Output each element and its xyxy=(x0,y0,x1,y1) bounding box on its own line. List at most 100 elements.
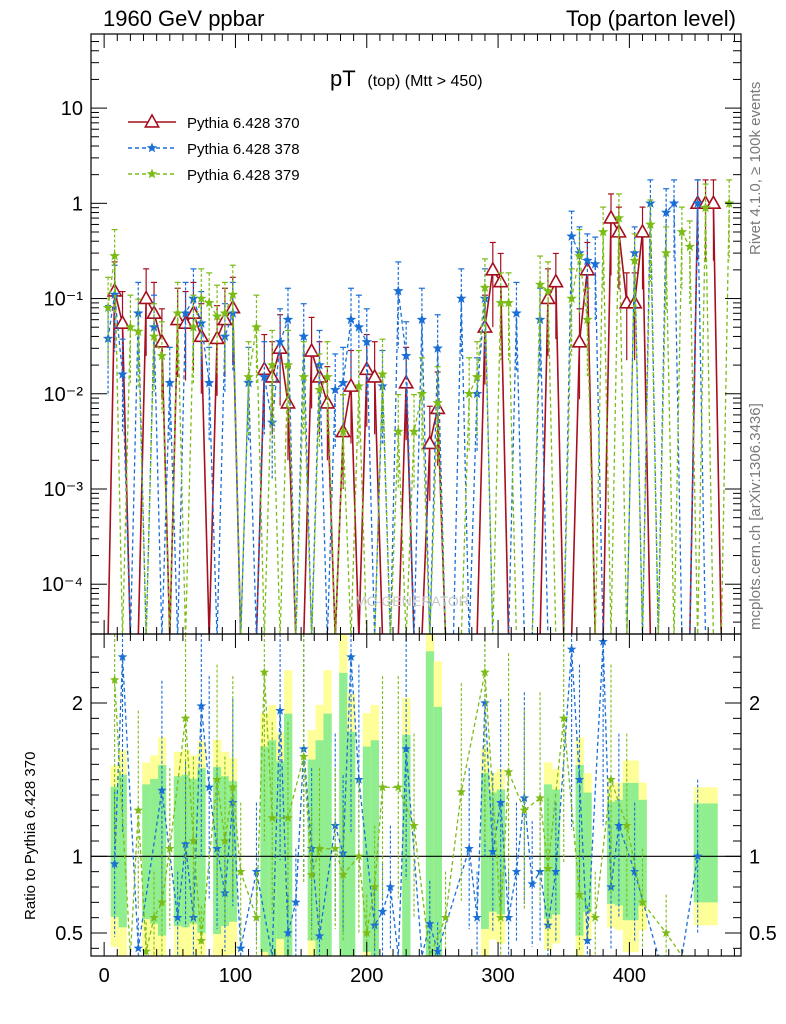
ratio-point-s378 xyxy=(511,866,522,876)
point-s379 xyxy=(464,388,475,399)
watermark: MC-GENERATOR xyxy=(355,593,469,609)
legend-label: Pythia 6.428 378 xyxy=(187,141,300,158)
point-s379 xyxy=(172,307,183,318)
ratio-point-s378 xyxy=(369,920,380,930)
point-s379 xyxy=(416,388,428,399)
ratio-band-green xyxy=(362,746,372,952)
point-s378 xyxy=(164,377,175,388)
ratio-point-s378 xyxy=(346,652,356,661)
point-s370 xyxy=(303,342,320,357)
ratio-point-s378 xyxy=(574,774,585,784)
ratio-point-s379 xyxy=(495,912,506,922)
ratio-tick-label: 0.5 xyxy=(55,923,83,945)
point-s379 xyxy=(676,226,688,237)
ratio-tick-label: 2 xyxy=(72,693,83,715)
point-s379 xyxy=(495,297,506,308)
ratio-point-s379 xyxy=(590,912,600,922)
point-s379 xyxy=(196,293,207,303)
point-s379 xyxy=(188,321,199,332)
ratio-point-s378 xyxy=(117,652,128,661)
legend-label: Pythia 6.428 370 xyxy=(187,115,300,132)
ratio-point-s379 xyxy=(622,820,632,830)
point-s378 xyxy=(400,350,412,361)
point-s370 xyxy=(705,194,722,210)
ratio-point-s379 xyxy=(440,912,451,922)
point-s370 xyxy=(547,273,564,288)
ratio-point-s379 xyxy=(456,786,467,796)
point-s379 xyxy=(314,384,325,395)
ratio-point-s378 xyxy=(180,839,191,849)
x-tick-label: 200 xyxy=(350,965,383,987)
point-s378 xyxy=(274,336,286,347)
ratio-point-s378 xyxy=(692,851,703,861)
ratio-point-s379 xyxy=(306,869,317,879)
point-s370 xyxy=(421,434,438,450)
ratio-point-s378 xyxy=(614,820,624,830)
series-line-s370 xyxy=(107,202,723,634)
ratio-point-s378 xyxy=(503,912,514,922)
ratio-band-green xyxy=(701,803,710,903)
ratio-point-s379 xyxy=(362,928,372,937)
point-s379 xyxy=(102,302,114,313)
ratio-point-s379 xyxy=(149,912,159,922)
point-s379 xyxy=(125,321,136,332)
ratio-point-s379 xyxy=(543,863,553,873)
point-s379 xyxy=(156,350,168,361)
header-process: Top (parton level) xyxy=(566,6,736,31)
ratio-band-green xyxy=(118,774,127,928)
point-s379 xyxy=(534,279,546,290)
ratio-band-green xyxy=(638,799,647,906)
ratio-point-s379 xyxy=(196,935,207,945)
point-s379 xyxy=(227,289,238,300)
point-s379 xyxy=(393,426,404,437)
point-s378 xyxy=(196,317,207,328)
point-s379 xyxy=(267,359,278,370)
ratio-tick-label-right: 0.5 xyxy=(749,923,777,945)
ratio-point-s378 xyxy=(133,943,143,953)
ratio-point-s379 xyxy=(251,912,262,922)
point-s379 xyxy=(645,218,656,229)
ratio-point-s378 xyxy=(314,931,325,941)
ratio-point-s378 xyxy=(598,636,608,646)
point-s378 xyxy=(511,307,522,318)
ratio-point-s378 xyxy=(377,906,388,916)
point-s378 xyxy=(204,377,215,388)
point-s379 xyxy=(684,241,695,252)
ratio-point-s379 xyxy=(338,869,348,879)
point-s378 xyxy=(282,314,294,325)
ratio-point-s379 xyxy=(157,897,167,907)
ratio-point-s379 xyxy=(165,843,175,853)
ratio-point-s379 xyxy=(109,675,120,684)
point-s378 xyxy=(109,289,120,300)
ratio-point-s378 xyxy=(204,782,214,792)
ratio-point-s379 xyxy=(267,813,277,822)
ratio-point-s378 xyxy=(235,943,246,953)
ratio-point-s378 xyxy=(299,744,309,753)
ratio-point-s378 xyxy=(275,705,285,715)
y-tick-label: 10⁻³ xyxy=(44,479,84,501)
ratio-point-s379 xyxy=(188,836,199,845)
point-s379 xyxy=(724,197,735,208)
point-s378 xyxy=(393,285,404,296)
y-tick-label: 1 xyxy=(72,193,83,215)
ratio-band-green xyxy=(709,803,718,903)
legend-marker-star xyxy=(146,168,158,179)
ratio-point-s378 xyxy=(582,935,593,945)
point-s379 xyxy=(109,250,120,261)
ratio-point-s379 xyxy=(212,774,222,784)
point-s378 xyxy=(337,377,349,388)
point-s379 xyxy=(204,297,215,308)
point-s379 xyxy=(629,255,640,266)
point-s378 xyxy=(416,314,428,325)
point-s379 xyxy=(432,397,443,408)
ratio-band-green xyxy=(425,651,435,956)
ratio-band-green xyxy=(614,799,624,906)
point-s378 xyxy=(361,336,372,347)
ratio-point-s379 xyxy=(259,667,270,677)
point-s379 xyxy=(613,212,625,223)
ratio-point-s379 xyxy=(180,713,191,723)
ratio-tick-label: 1 xyxy=(72,846,83,868)
ratio-point-s378 xyxy=(283,928,293,937)
ratio-point-s379 xyxy=(661,928,671,937)
